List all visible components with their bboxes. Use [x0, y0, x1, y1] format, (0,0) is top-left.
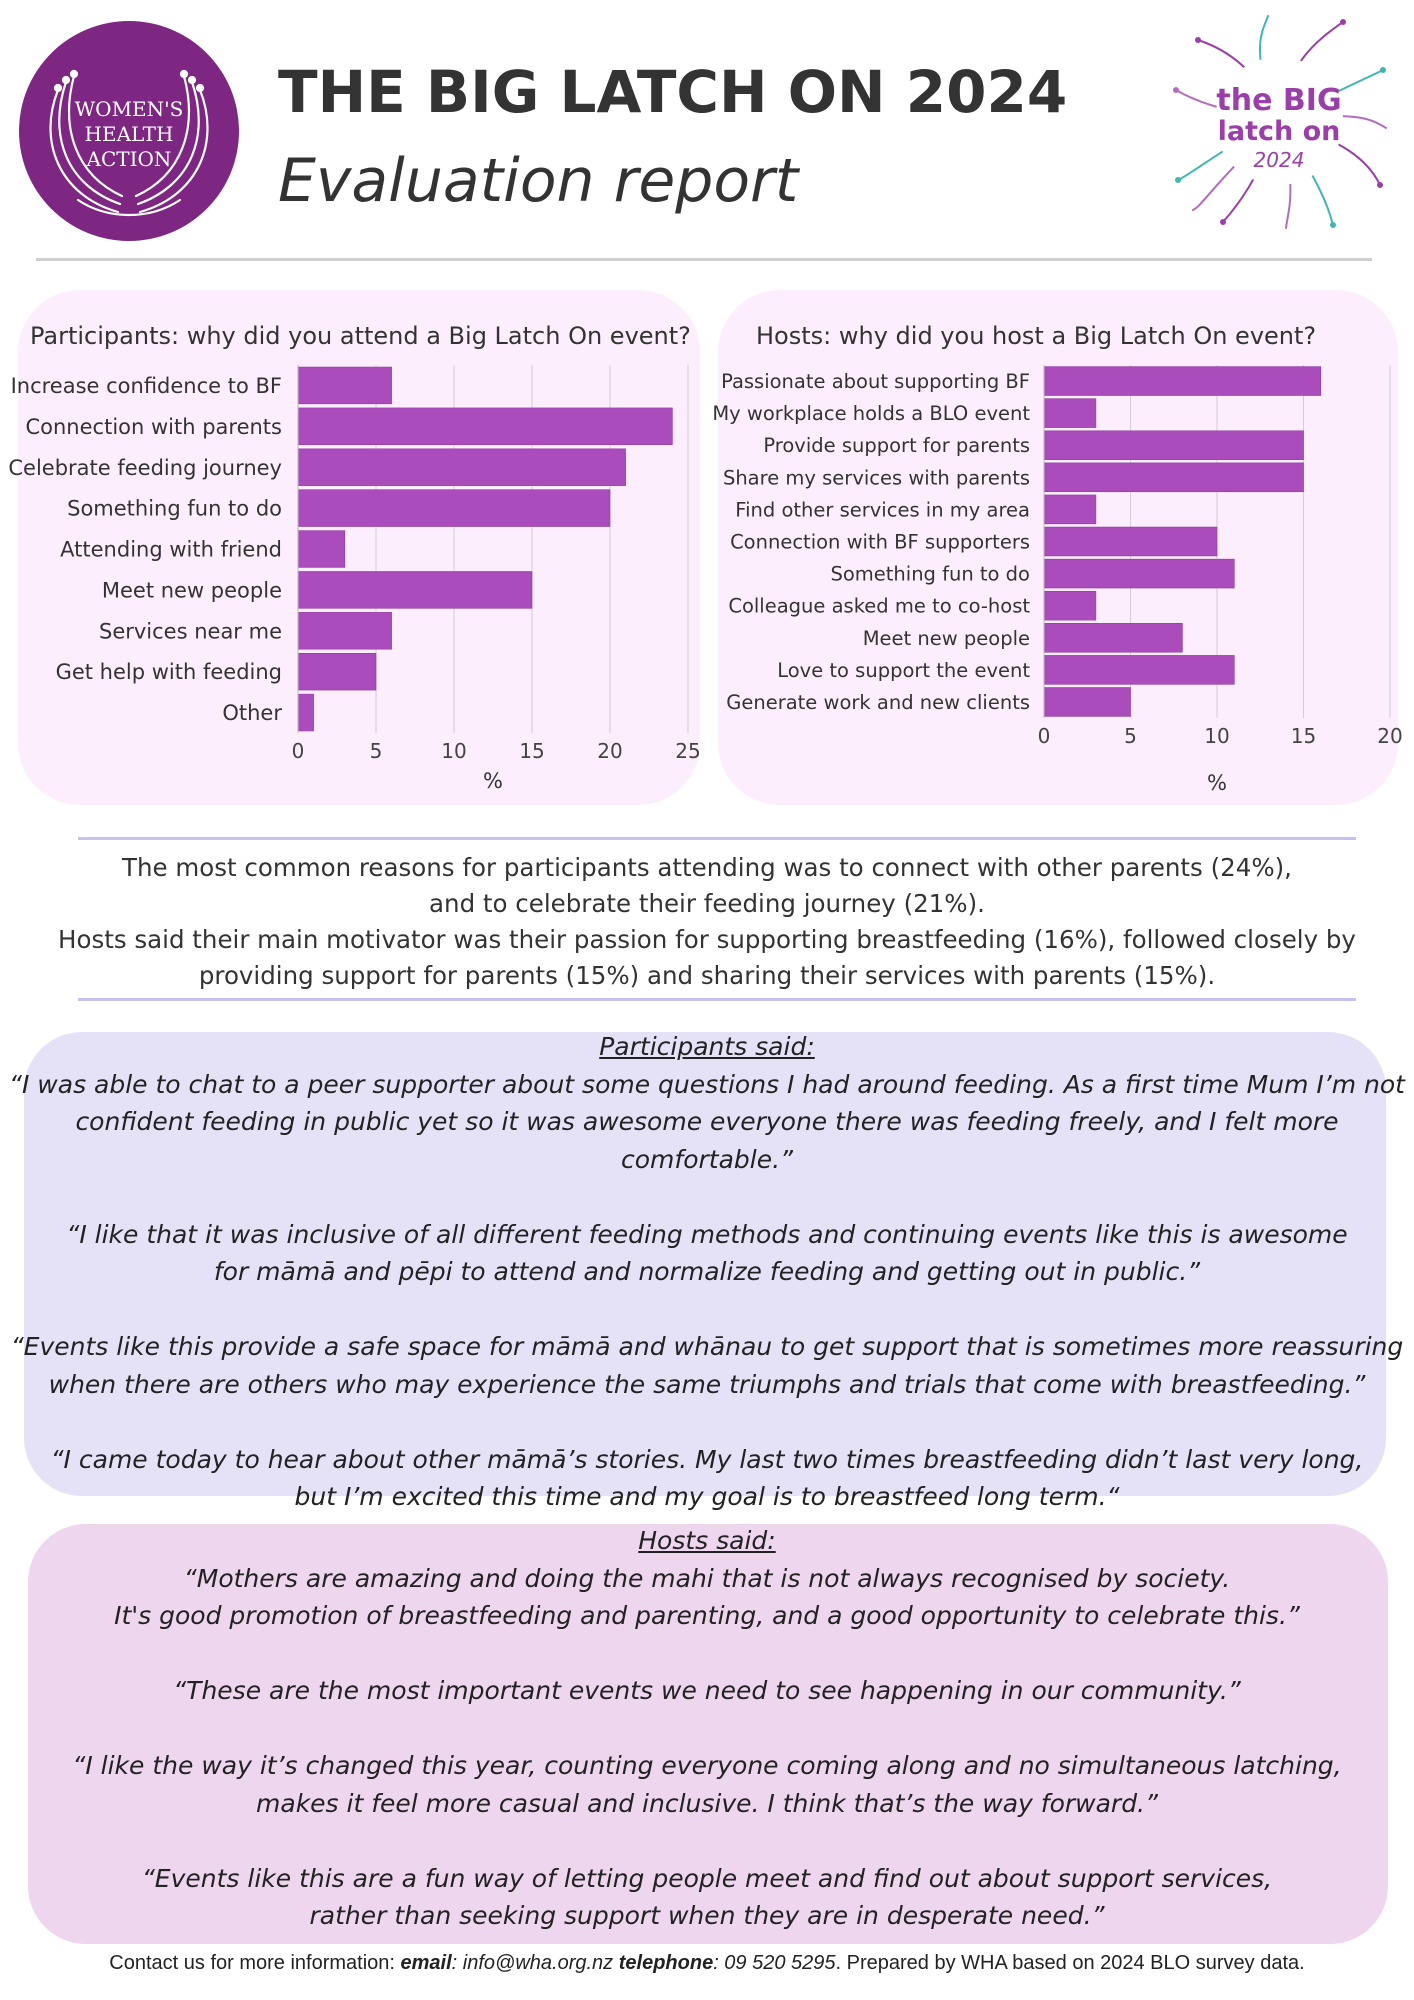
- quote-line: “I like the way it’s changed this year, …: [0, 1747, 1414, 1785]
- quote-line: “I came today to hear about other māmā’s…: [0, 1441, 1414, 1479]
- participants-quotes: Participants said: “I was able to chat t…: [0, 1028, 1414, 1516]
- summary-line: and to celebrate their feeding journey (…: [40, 886, 1374, 922]
- bar: [1044, 559, 1234, 588]
- summary-line: The most common reasons for participants…: [40, 850, 1374, 886]
- category-label: Colleague asked me to co-host: [728, 595, 1030, 618]
- summary-line: providing support for parents (15%) and …: [40, 958, 1374, 994]
- quote-line: “I like that it was inclusive of all dif…: [0, 1216, 1414, 1254]
- footer-email[interactable]: : info@wha.org.nz: [452, 1952, 619, 1974]
- quote-line: “I was able to chat to a peer supporter …: [0, 1066, 1414, 1104]
- footer-intro: Contact us for more information:: [109, 1952, 400, 1974]
- summary-line: Hosts said their main motivator was thei…: [40, 922, 1374, 958]
- quote-line: rather than seeking support when they ar…: [0, 1897, 1414, 1935]
- participants-heading: Participants said:: [0, 1028, 1414, 1066]
- quote-line: makes it feel more casual and inclusive.…: [0, 1785, 1414, 1823]
- summary-divider-top: [78, 837, 1356, 840]
- bar: [1044, 431, 1304, 460]
- x-tick-label: 20: [1377, 724, 1402, 748]
- footer-telephone-label: telephone: [619, 1952, 713, 1974]
- footer-tail: . Prepared by WHA based on 2024 BLO surv…: [836, 1952, 1305, 1974]
- quote-line: “Events like this provide a safe space f…: [0, 1328, 1414, 1366]
- x-tick-label: 5: [1124, 724, 1137, 748]
- footer-email-label: email: [401, 1952, 452, 1974]
- bar: [1044, 367, 1321, 396]
- bar: [1044, 655, 1234, 684]
- x-axis-label: %: [1207, 771, 1227, 795]
- summary-divider-bottom: [78, 998, 1356, 1001]
- quote-line: when there are others who may experience…: [0, 1366, 1414, 1404]
- bar: [1044, 463, 1304, 492]
- footer-contact: Contact us for more information: email: …: [0, 1952, 1414, 1975]
- category-label: Connection with BF supporters: [730, 531, 1030, 554]
- category-label: Generate work and new clients: [726, 691, 1030, 714]
- summary-text: The most common reasons for participants…: [40, 850, 1374, 994]
- category-label: Something fun to do: [830, 563, 1030, 586]
- x-tick-label: 0: [1038, 724, 1051, 748]
- bar: [1044, 495, 1096, 524]
- quote-line: for māmā and pēpi to attend and normaliz…: [0, 1253, 1414, 1291]
- bar: [1044, 527, 1217, 556]
- footer-telephone[interactable]: : 09 520 5295: [713, 1952, 835, 1974]
- bar: [1044, 623, 1182, 652]
- quote-line: confident feeding in public yet so it wa…: [0, 1103, 1414, 1178]
- quote-line: “These are the most important events we …: [0, 1672, 1414, 1710]
- quote-line: “Events like this are a fun way of letti…: [0, 1860, 1414, 1898]
- quote-line: It's good promotion of breastfeeding and…: [0, 1597, 1414, 1635]
- hosts-bar-chart: 0 5 10 15 20 Passionate about supporting BF My…: [0, 0, 1414, 820]
- category-label: Passionate about supporting BF: [721, 370, 1030, 393]
- quote-line: but I’m excited this time and my goal is…: [0, 1478, 1414, 1516]
- category-label: Provide support for parents: [763, 434, 1030, 457]
- bar: [1044, 688, 1131, 717]
- bar: [1044, 591, 1096, 620]
- category-label: Share my services with parents: [723, 466, 1030, 489]
- category-label: Meet new people: [863, 627, 1030, 650]
- bar: [1044, 399, 1096, 428]
- category-label: Love to support the event: [777, 659, 1030, 682]
- category-label: Find other services in my area: [735, 498, 1030, 521]
- x-tick-label: 10: [1204, 724, 1229, 748]
- quote-line: “Mothers are amazing and doing the mahi …: [0, 1560, 1414, 1598]
- hosts-quotes: Hosts said: “Mothers are amazing and doi…: [0, 1522, 1414, 1935]
- x-tick-label: 15: [1291, 724, 1316, 748]
- category-label: My workplace holds a BLO event: [712, 402, 1030, 425]
- hosts-heading: Hosts said:: [0, 1522, 1414, 1560]
